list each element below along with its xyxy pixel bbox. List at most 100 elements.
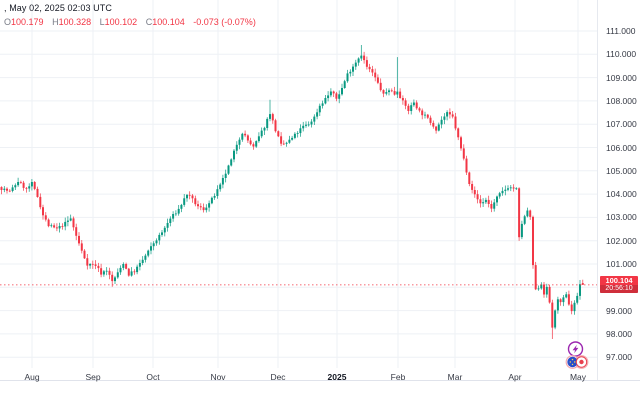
candle-body xyxy=(266,118,269,128)
candle-body xyxy=(329,91,332,96)
time-axis[interactable]: Aug Sep Oct Nov Dec 2025 Feb Mar Apr May xyxy=(0,368,640,382)
candle-body xyxy=(302,125,305,129)
ohlc-readout: O100.179 H100.328 L100.102 C100.104 -0.0… xyxy=(4,17,256,27)
time-tick-label: Feb xyxy=(390,372,406,382)
time-axis-border xyxy=(0,380,640,381)
candle-body xyxy=(321,103,324,106)
candle-body xyxy=(562,297,565,303)
candle-body xyxy=(163,227,166,233)
candle-body xyxy=(581,283,584,285)
high-label: H xyxy=(52,17,59,27)
price-tick-label: 108.000 xyxy=(606,95,637,106)
candle-body xyxy=(133,271,136,273)
close-value: 100.104 xyxy=(152,17,185,27)
candle-body xyxy=(504,189,507,191)
price-tick-label: 105.000 xyxy=(606,165,637,176)
candle-body xyxy=(501,190,504,194)
bar-countdown: 20:56:10 xyxy=(600,285,638,294)
candle-body xyxy=(127,268,130,276)
candle-body xyxy=(424,114,426,116)
candle-body xyxy=(498,193,501,197)
candle-body xyxy=(374,72,377,78)
candle-body xyxy=(50,225,53,227)
candle-body xyxy=(487,199,490,204)
candle-body xyxy=(125,264,128,269)
close-label: C xyxy=(145,17,153,27)
candle-body xyxy=(421,110,424,116)
candle-body xyxy=(233,150,235,160)
candle-body xyxy=(299,128,302,134)
candle-body xyxy=(567,294,570,305)
candle-body xyxy=(365,60,368,67)
time-tick-label: Dec xyxy=(270,372,286,382)
candle-body xyxy=(388,90,390,93)
candle-body xyxy=(540,284,543,289)
candle-body xyxy=(316,112,319,117)
candle-body xyxy=(291,137,294,140)
price-scale[interactable]: 111.000 110.000 109.000 108.000 107.000 106.0… xyxy=(598,0,640,380)
candle-body xyxy=(305,124,307,126)
price-tick-label: 104.000 xyxy=(606,189,637,200)
candle-body xyxy=(426,114,429,118)
candle-body xyxy=(435,126,438,131)
price-tick-label: 111.000 xyxy=(606,26,636,36)
candle-body xyxy=(116,272,119,278)
price-tick-label: 103.000 xyxy=(606,212,637,223)
candle-body xyxy=(454,116,457,129)
candle-body xyxy=(484,199,487,203)
candle-body xyxy=(66,220,69,222)
candle-body xyxy=(523,216,526,224)
price-tick-label: 110.000 xyxy=(606,49,637,60)
candle-body xyxy=(462,148,465,159)
candle-body xyxy=(509,187,512,189)
candle-body xyxy=(78,235,80,244)
candle-body xyxy=(150,246,152,251)
candle-body xyxy=(376,77,379,83)
candle-body xyxy=(186,194,188,199)
candle-body xyxy=(166,223,169,228)
candle-body xyxy=(260,130,263,137)
time-tick-label: Nov xyxy=(210,372,226,382)
candle-body xyxy=(249,140,252,145)
candle-body xyxy=(307,124,310,126)
candle-body xyxy=(213,196,216,198)
price-tick-label: 99.000 xyxy=(606,305,632,316)
candle-body xyxy=(208,203,211,208)
candle-body xyxy=(327,95,330,99)
candle-body xyxy=(80,243,83,251)
candle-body xyxy=(335,93,338,99)
candle-body xyxy=(448,112,451,115)
candle-body xyxy=(282,143,285,145)
candle-body xyxy=(28,186,31,189)
candle-body xyxy=(191,195,194,199)
candle-body xyxy=(556,299,559,311)
candle-body xyxy=(280,136,283,144)
candle-body xyxy=(230,159,233,166)
candle-body xyxy=(271,114,274,121)
candle-body xyxy=(83,250,86,259)
candle-body xyxy=(30,182,33,187)
candle-body xyxy=(269,114,271,119)
candle-body xyxy=(11,187,14,191)
candle-body xyxy=(343,81,346,88)
symbol-datetime: , May 02, 2025 02:03 UTC xyxy=(4,3,112,13)
candle-body xyxy=(293,133,296,138)
candle-body xyxy=(86,258,89,266)
candle-body xyxy=(252,144,255,147)
price-tick-label: 107.000 xyxy=(606,119,637,130)
candle-body xyxy=(559,299,562,303)
candle-body xyxy=(221,178,224,185)
candle-body xyxy=(0,187,3,190)
candle-body xyxy=(114,277,116,282)
candle-body xyxy=(144,255,147,260)
lightning-boost-icon[interactable] xyxy=(567,341,584,357)
candle-body xyxy=(6,188,8,191)
candle-body xyxy=(202,207,205,211)
flag-pair-icon[interactable] xyxy=(565,355,589,369)
price-scale-border xyxy=(597,0,598,380)
candle-body xyxy=(161,232,163,235)
candle-body xyxy=(210,197,213,204)
candle-body xyxy=(183,198,186,205)
candle-body xyxy=(246,135,249,141)
